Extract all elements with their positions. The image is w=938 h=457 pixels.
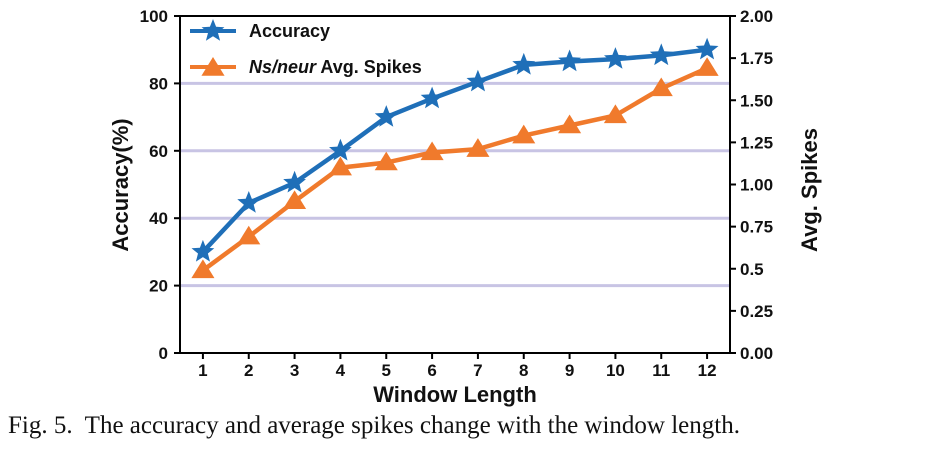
y-left-tick-label: 0 [159, 344, 168, 363]
y-right-tick-label: 0.25 [740, 302, 773, 321]
x-tick-label: 7 [473, 361, 482, 380]
accuracy-point [512, 52, 536, 75]
legend-triangle-icon [201, 57, 225, 76]
axes: 0 20 40 60 80 100 0.00 0.25 0.5 0.75 1.00 1.25 1.50 1… [140, 7, 773, 380]
x-tick-label: 12 [698, 361, 717, 380]
accuracy-point [191, 239, 215, 262]
accuracy-point [374, 105, 398, 127]
accuracy-point [649, 43, 673, 66]
legend-accuracy-label: Accuracy [249, 21, 330, 41]
y-left-tick-label: 60 [149, 142, 168, 161]
accuracy-point [237, 191, 261, 213]
spikes-point [466, 138, 490, 157]
x-tick-label: 4 [336, 361, 346, 380]
spikes-point [374, 151, 398, 171]
y-right-tick-label: 0.5 [740, 260, 764, 279]
spikes-point [237, 225, 261, 245]
y-left-tick-label: 40 [149, 209, 168, 228]
x-tick-label: 10 [606, 361, 625, 380]
y-right-tick-label: 1.75 [740, 49, 773, 68]
spikes-point [512, 124, 536, 144]
x-tick-label: 3 [290, 361, 299, 380]
caption-label: Fig. 5. [8, 412, 73, 439]
spikes-point [603, 104, 627, 124]
y-right-tick-label: 1.25 [740, 133, 773, 152]
legend-star-icon [201, 19, 225, 41]
spikes-point [191, 259, 215, 279]
legend: Accuracy Ns/neur Avg. Spikes [190, 19, 422, 77]
legend-spikes-label: Ns/neur Avg. Spikes [249, 57, 422, 77]
accuracy-point [283, 170, 306, 193]
x-tick-label: 8 [519, 361, 528, 380]
y-right-tick-label: 0.75 [740, 218, 773, 237]
accuracy-point [329, 138, 352, 161]
spikes-point [649, 77, 673, 97]
x-tick-label: 1 [198, 361, 207, 380]
spikes-point [558, 114, 582, 134]
accuracy-point [604, 47, 627, 69]
y-left-tick-label: 20 [149, 277, 168, 296]
x-tick-label: 6 [427, 361, 436, 380]
y-right-tick-label: 0.00 [740, 344, 773, 363]
spikes-point [420, 141, 444, 161]
y-left-tick-label: 100 [140, 7, 168, 26]
spikes-line [201, 66, 709, 273]
accuracy-point [558, 49, 581, 72]
x-tick-label: 9 [565, 361, 574, 380]
y-right-tick-label: 1.50 [740, 91, 773, 110]
grid-lines [180, 81, 730, 288]
y-right-tick-label: 1.00 [740, 176, 773, 195]
accuracy-point [466, 69, 490, 92]
y-axis-right-label: Avg. Spikes [797, 128, 822, 252]
x-tick-label: 5 [382, 361, 391, 380]
x-tick-label: 2 [244, 361, 253, 380]
x-axis-label: Window Length [373, 382, 537, 407]
plot-area [191, 37, 719, 279]
caption-text: The accuracy and average spikes change w… [84, 412, 740, 439]
accuracy-point [695, 37, 719, 60]
accuracy-point [420, 86, 444, 109]
y-right-tick-label: 2.00 [740, 7, 773, 26]
spikes-point [283, 190, 307, 210]
figure-caption: Fig. 5. The accuracy and average spikes … [8, 412, 933, 440]
spikes-point [695, 57, 719, 76]
spikes-point [328, 156, 352, 176]
x-tick-label: 11 [652, 361, 670, 380]
legend-spikes-rest: Avg. Spikes [316, 57, 422, 77]
y-left-tick-label: 80 [149, 74, 168, 93]
legend-spikes-italic: Ns/neur [249, 57, 317, 77]
y-axis-left-label: Accuracy(%) [108, 118, 133, 251]
